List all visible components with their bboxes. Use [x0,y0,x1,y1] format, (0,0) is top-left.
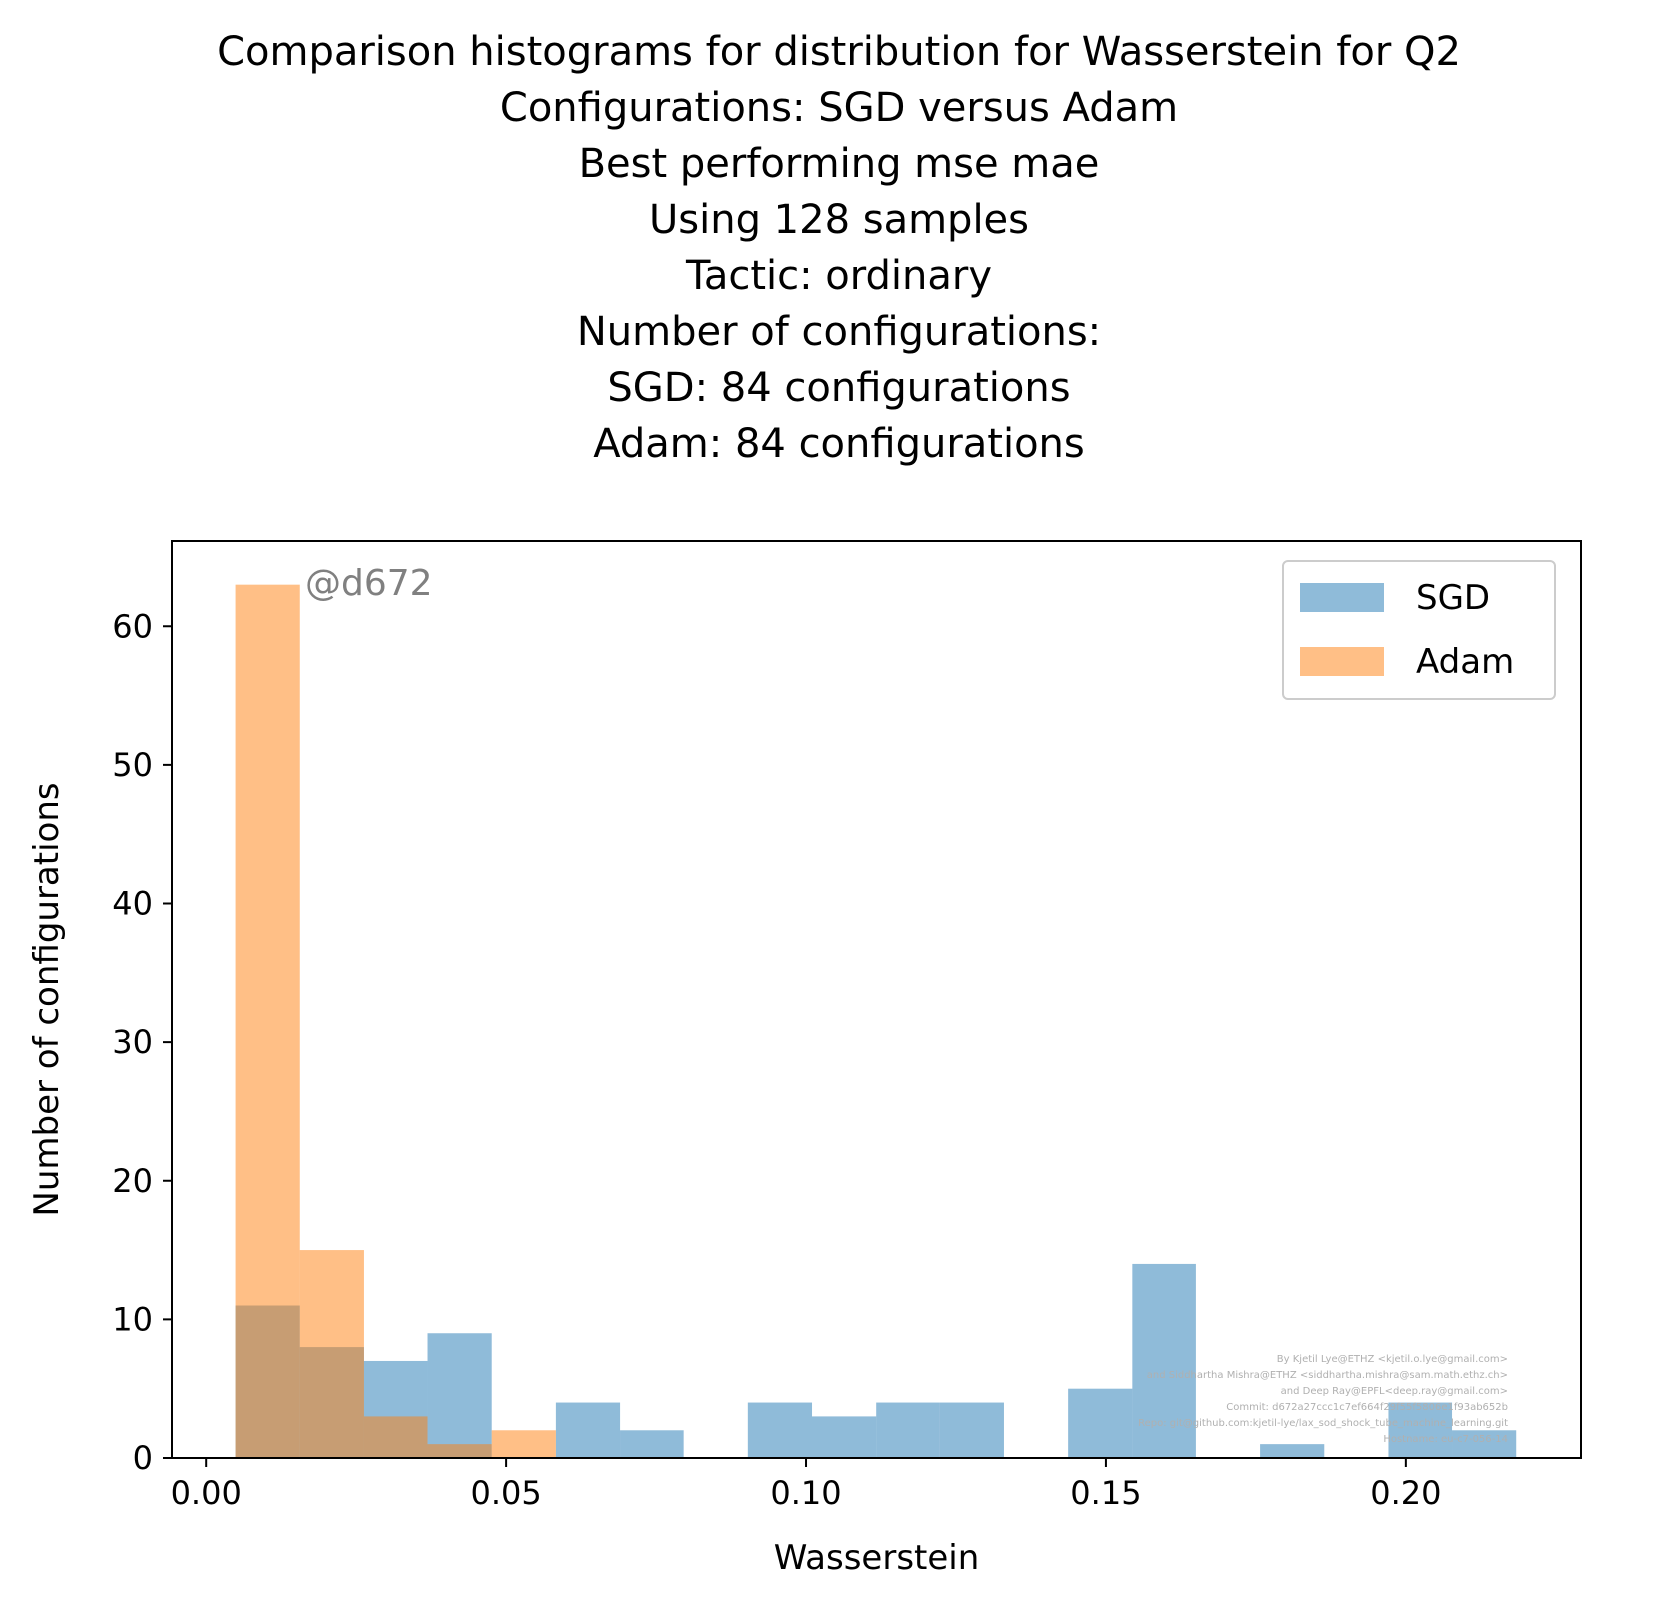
bar-sgd [427,1333,492,1458]
y-tick-label: 0 [133,1439,153,1477]
legend-label-sgd: SGD [1416,578,1490,618]
y-axis-ticks: 0 10 20 30 40 50 60 [112,607,172,1477]
y-tick-label: 20 [112,1162,153,1200]
credits-line: Hostname: eu-c7-056-14 [1383,1434,1508,1445]
title-line: Using 128 samples [648,197,1030,243]
title-line: Configurations: SGD versus Adam [499,85,1179,131]
title-line: Best performing mse mae [578,141,1100,187]
bar-sgd [1260,1444,1325,1458]
x-tick-label: 0.20 [1370,1474,1441,1512]
x-axis-ticks: 0.00 0.05 0.10 0.15 0.20 [171,1458,1441,1512]
legend-swatch-adam [1300,647,1384,676]
bar-sgd [747,1402,813,1458]
bar-sgd [1132,1263,1196,1458]
y-tick-label: 10 [112,1300,153,1338]
bar-sgd [555,1402,621,1458]
y-tick-label: 50 [112,746,153,784]
bar-sgd [1452,1430,1517,1458]
legend: SGD Adam [1282,560,1556,700]
bar-sgd [1388,1402,1453,1458]
bar-adam [427,1444,492,1458]
credits-block: By Kjetil Lye@ETHZ <kjetil.o.lye@gmail.c… [1138,1354,1508,1445]
bar-adam [363,1416,428,1458]
x-tick-label: 0.15 [1070,1474,1141,1512]
credits-line: Commit: d672a27ccc1c7ef664f29f55f5806e1f… [1226,1402,1508,1413]
title-line: Number of configurations: [576,309,1102,355]
credits-line: Repo: git@github.com:kjetil-lye/lax_sod_… [1138,1418,1508,1429]
y-tick-label: 30 [112,1023,153,1061]
bar-sgd [1068,1388,1133,1458]
bar-sgd [939,1402,1004,1458]
bar-sgd [620,1430,684,1458]
credits-line: and Siddhartha Mishra@ETHZ <siddhartha.m… [1147,1370,1508,1381]
credits-line: By Kjetil Lye@ETHZ <kjetil.o.lye@gmail.c… [1277,1354,1508,1365]
y-axis-label: Number of configurations [27,782,67,1216]
x-axis-label: Wasserstein [774,1538,980,1578]
bar-sgd [812,1416,877,1458]
title-line: Comparison histograms for distribution f… [217,29,1461,75]
bars-layer [235,584,1517,1458]
x-tick-label: 0.00 [171,1474,242,1512]
bar-adam [235,584,300,1458]
y-tick-label: 40 [112,885,153,923]
title-line: Tactic: ordinary [686,253,992,299]
x-tick-label: 0.10 [770,1474,841,1512]
bar-adam [299,1250,364,1458]
credits-line: and Deep Ray@EPFL<deep.ray@gmail.com> [1281,1386,1508,1397]
bar-adam [491,1430,556,1458]
y-tick-label: 60 [112,607,153,645]
chart-title: Comparison histograms for distribution f… [0,24,1678,472]
commit-tag: @d672 [305,563,433,604]
plot-frame [171,540,1582,1459]
x-tick-label: 0.05 [470,1474,541,1512]
legend-label-adam: Adam [1416,642,1514,682]
title-line: SGD: 84 configurations [607,365,1071,411]
legend-swatch-sgd [1300,583,1384,612]
bar-sgd [876,1402,940,1458]
title-line: Adam: 84 configurations [593,421,1085,467]
